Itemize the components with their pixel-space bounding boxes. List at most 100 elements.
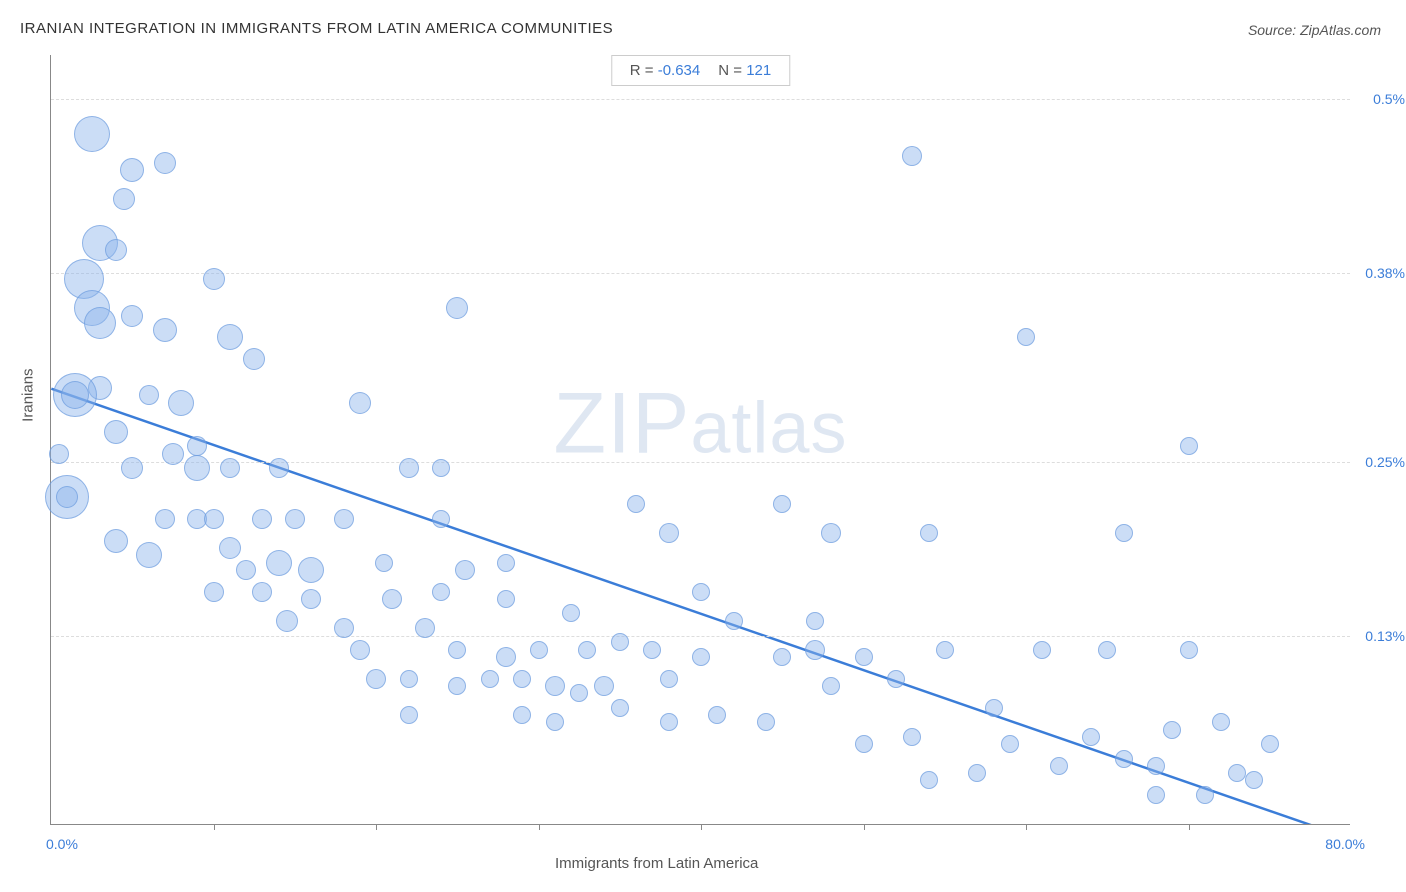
stats-box: R = -0.634N = 121 [611, 55, 790, 86]
data-point [902, 146, 922, 166]
data-point [1017, 328, 1035, 346]
source-label: Source: ZipAtlas.com [1248, 22, 1381, 38]
data-point [773, 495, 791, 513]
data-point [432, 510, 450, 528]
data-point [266, 550, 292, 576]
data-point [334, 509, 354, 529]
data-point [757, 713, 775, 731]
data-point [1180, 437, 1198, 455]
data-point [570, 684, 588, 702]
y-tick-label: 0.25% [1365, 454, 1405, 470]
data-point [855, 735, 873, 753]
r-value: -0.634 [658, 62, 701, 79]
data-point [455, 560, 475, 580]
data-point [1196, 786, 1214, 804]
x-tick [864, 824, 865, 830]
grid-line [51, 462, 1350, 463]
watermark-zip: ZIP [554, 376, 691, 472]
data-point [74, 116, 110, 152]
data-point [660, 670, 678, 688]
data-point [887, 670, 905, 688]
chart-title: IRANIAN INTEGRATION IN IMMIGRANTS FROM L… [20, 20, 613, 37]
data-point [1033, 641, 1051, 659]
data-point [113, 188, 135, 210]
grid-line [51, 636, 1350, 637]
data-point [162, 443, 184, 465]
data-point [432, 583, 450, 601]
data-point [84, 307, 116, 339]
data-point [56, 486, 78, 508]
data-point [105, 239, 127, 261]
data-point [219, 537, 241, 559]
data-point [562, 604, 580, 622]
data-point [61, 381, 89, 409]
data-point [121, 305, 143, 327]
data-point [1001, 735, 1019, 753]
data-point [1098, 641, 1116, 659]
y-tick-label: 0.5% [1373, 91, 1405, 107]
data-point [252, 582, 272, 602]
data-point [269, 458, 289, 478]
data-point [204, 582, 224, 602]
grid-line [51, 273, 1350, 274]
data-point [920, 524, 938, 542]
data-point [382, 589, 402, 609]
data-point [120, 158, 144, 182]
watermark: ZIPatlas [554, 375, 848, 474]
trend-line [51, 55, 1350, 824]
y-tick-label: 0.38% [1365, 265, 1405, 281]
data-point [530, 641, 548, 659]
data-point [285, 509, 305, 529]
data-point [821, 523, 841, 543]
data-point [692, 648, 710, 666]
data-point [773, 648, 791, 666]
data-point [49, 444, 69, 464]
data-point [298, 557, 324, 583]
x-min-label: 0.0% [46, 836, 78, 852]
data-point [375, 554, 393, 572]
data-point [627, 495, 645, 513]
data-point [204, 509, 224, 529]
data-point [903, 728, 921, 746]
data-point [415, 618, 435, 638]
data-point [660, 713, 678, 731]
data-point [252, 509, 272, 529]
data-point [578, 641, 596, 659]
data-point [184, 455, 210, 481]
data-point [822, 677, 840, 695]
data-point [1180, 641, 1198, 659]
grid-line [51, 99, 1350, 100]
data-point [276, 610, 298, 632]
data-point [611, 633, 629, 651]
data-point [217, 324, 243, 350]
data-point [446, 297, 468, 319]
data-point [448, 641, 466, 659]
data-point [139, 385, 159, 405]
data-point [513, 706, 531, 724]
x-axis-label: Immigrants from Latin America [555, 855, 758, 872]
data-point [725, 612, 743, 630]
data-point [400, 706, 418, 724]
x-tick [1026, 824, 1027, 830]
data-point [104, 420, 128, 444]
data-point [1147, 757, 1165, 775]
x-tick [376, 824, 377, 830]
data-point [643, 641, 661, 659]
x-tick [214, 824, 215, 830]
data-point [1163, 721, 1181, 739]
data-point [203, 268, 225, 290]
data-point [236, 560, 256, 580]
plot-area: R = -0.634N = 121 ZIPatlas 0.0% 80.0% 0.… [50, 55, 1350, 825]
data-point [968, 764, 986, 782]
data-point [187, 436, 207, 456]
data-point [497, 554, 515, 572]
data-point [545, 676, 565, 696]
data-point [400, 670, 418, 688]
data-point [985, 699, 1003, 717]
data-point [168, 390, 194, 416]
data-point [855, 648, 873, 666]
data-point [1082, 728, 1100, 746]
data-point [155, 509, 175, 529]
y-axis-label: Iranians [20, 368, 37, 421]
data-point [153, 318, 177, 342]
